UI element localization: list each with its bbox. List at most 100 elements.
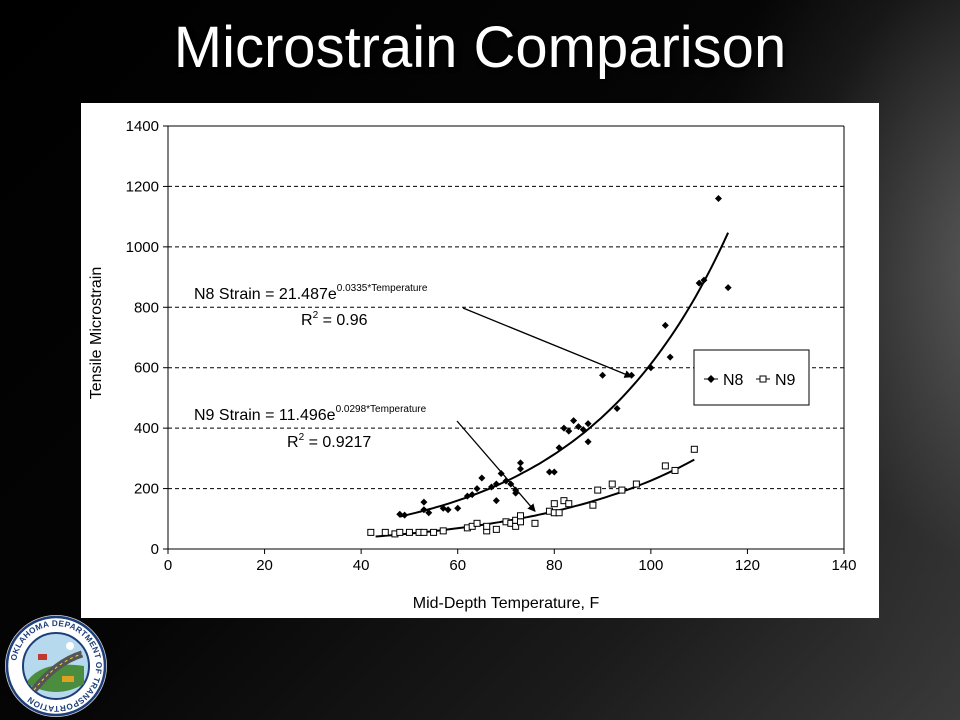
data-point-n9: [430, 528, 438, 536]
slide-title: Microstrain Comparison: [173, 15, 787, 80]
ticks-layer: 0 200 400 600 800 1000 1200 1400 0 20 40 60 80 100 120…: [126, 118, 857, 574]
data-point-n8: [492, 480, 500, 488]
data-point-n8: [565, 427, 573, 435]
seal-truck: [38, 654, 47, 660]
data-point-n8: [666, 353, 674, 361]
data-point-n8: [420, 506, 428, 514]
seal-highway-stripe: [33, 653, 83, 691]
x-tick-label: 20: [256, 557, 273, 574]
data-point-n9: [367, 528, 375, 536]
data-point-n9: [632, 480, 640, 488]
n9-r-squared-label: R: [287, 434, 299, 451]
y-tick-label: 0: [151, 541, 159, 558]
y-tick-label: 1000: [126, 239, 159, 256]
trendline-layer: [375, 232, 730, 538]
data-point-n8: [468, 491, 476, 499]
n9-equation-base: N9 Strain = 11.496e: [194, 407, 336, 424]
data-point-n9: [473, 519, 481, 527]
y-tick-label: 600: [134, 360, 159, 377]
grid-layer: [168, 185, 844, 490]
legend-item-n8: N8: [704, 372, 744, 389]
data-point-n9: [381, 528, 389, 536]
data-point-n9: [396, 528, 404, 536]
seal-cloud: [66, 642, 74, 650]
axes-layer: [167, 125, 845, 550]
data-point-n9: [420, 528, 428, 536]
data-point-n9: [492, 525, 500, 533]
data-point-n8: [444, 506, 452, 514]
data-point-n9: [439, 527, 447, 535]
legend-n9-square-icon: [759, 375, 767, 383]
n9-r-squared-value: = 0.9217: [304, 434, 371, 451]
data-point-n8: [661, 321, 669, 329]
n9-equation-exponent: 0.0298*Temperature: [336, 404, 427, 415]
legend-n8-diamond-icon: [707, 375, 715, 383]
legend-n8-label: N8: [723, 372, 744, 389]
chart-panel: 0 200 400 600 800 1000 1200 1400 0 20 40 60 80 100 120…: [81, 103, 879, 618]
data-point-n9: [483, 522, 491, 530]
data-point-n9: [671, 466, 679, 474]
data-point-n8: [579, 426, 587, 434]
y-axis-title: Tensile Microstrain: [88, 267, 105, 399]
data-point-n8: [599, 371, 607, 379]
data-point-n8: [473, 485, 481, 493]
n8-equation-exponent: 0.0335*Temperature: [337, 283, 428, 294]
data-point-n9: [555, 509, 563, 517]
data-point-n9: [405, 528, 413, 536]
odot-seal-logo: OKLAHOMA DEPARTMENT OF TRANSPORTATION: [5, 615, 107, 717]
data-point-n9: [589, 501, 597, 509]
data-point-n9: [516, 512, 524, 520]
data-point-n9: [516, 518, 524, 526]
data-point-n8: [584, 420, 592, 428]
trendline-n9: [375, 458, 695, 538]
data-point-n8: [584, 438, 592, 446]
n9-equation-annotation: N9 Strain = 11.496e0.0298*Temperature R2…: [194, 404, 536, 512]
data-point-n8: [724, 284, 732, 292]
y-tick-label: 200: [134, 481, 159, 498]
data-point-n9: [608, 480, 616, 488]
data-point-n8: [488, 483, 496, 491]
legend-item-n9: N9: [756, 372, 796, 389]
n8-equation-base: N8 Strain = 21.487e: [194, 286, 337, 303]
n8-r-squared: R2 = 0.96: [301, 310, 368, 329]
data-point-n8: [420, 498, 428, 506]
data-point-n8: [550, 468, 558, 476]
data-point-n8: [454, 504, 462, 512]
n9-r-squared-power: 2: [299, 432, 305, 443]
data-point-n8: [574, 423, 582, 431]
trendline-n8: [399, 232, 730, 518]
n8-arrow: [462, 307, 633, 378]
n9-equation: N9 Strain = 11.496e0.0298*Temperature: [194, 404, 427, 424]
y-tick-label: 800: [134, 299, 159, 316]
n8-r-squared-label: R: [301, 312, 313, 329]
n8-equation-annotation: N8 Strain = 21.487e0.0335*Temperature R2…: [194, 283, 633, 378]
y-tick-label: 400: [134, 420, 159, 437]
data-point-n9: [550, 500, 558, 508]
data-point-n8: [516, 459, 524, 467]
legend: N8 N9: [693, 349, 810, 406]
data-point-n8: [425, 509, 433, 517]
data-point-n8: [560, 424, 568, 432]
data-point-n8: [497, 469, 505, 477]
data-point-n8: [555, 444, 563, 452]
data-point-n8: [695, 279, 703, 287]
x-tick-label: 60: [449, 557, 466, 574]
x-axis-title: Mid-Depth Temperature, F: [413, 595, 600, 612]
n8-r-squared-value: = 0.96: [318, 312, 367, 329]
data-point-n8: [478, 474, 486, 482]
data-point-n8: [714, 195, 722, 203]
data-point-n8: [492, 497, 500, 505]
x-tick-label: 140: [831, 557, 856, 574]
x-tick-label: 0: [164, 557, 172, 574]
n9-r-squared: R2 = 0.9217: [287, 432, 371, 451]
data-point-n8: [516, 465, 524, 473]
data-point-n8: [647, 364, 655, 372]
x-tick-label: 80: [546, 557, 563, 574]
seal-train: [62, 676, 74, 682]
data-point-n8: [545, 468, 553, 476]
x-tick-label: 120: [735, 557, 760, 574]
data-point-n8: [570, 417, 578, 425]
data-point-n9: [661, 462, 669, 470]
n8-equation: N8 Strain = 21.487e0.0335*Temperature: [194, 283, 428, 303]
data-point-n8: [613, 405, 621, 413]
